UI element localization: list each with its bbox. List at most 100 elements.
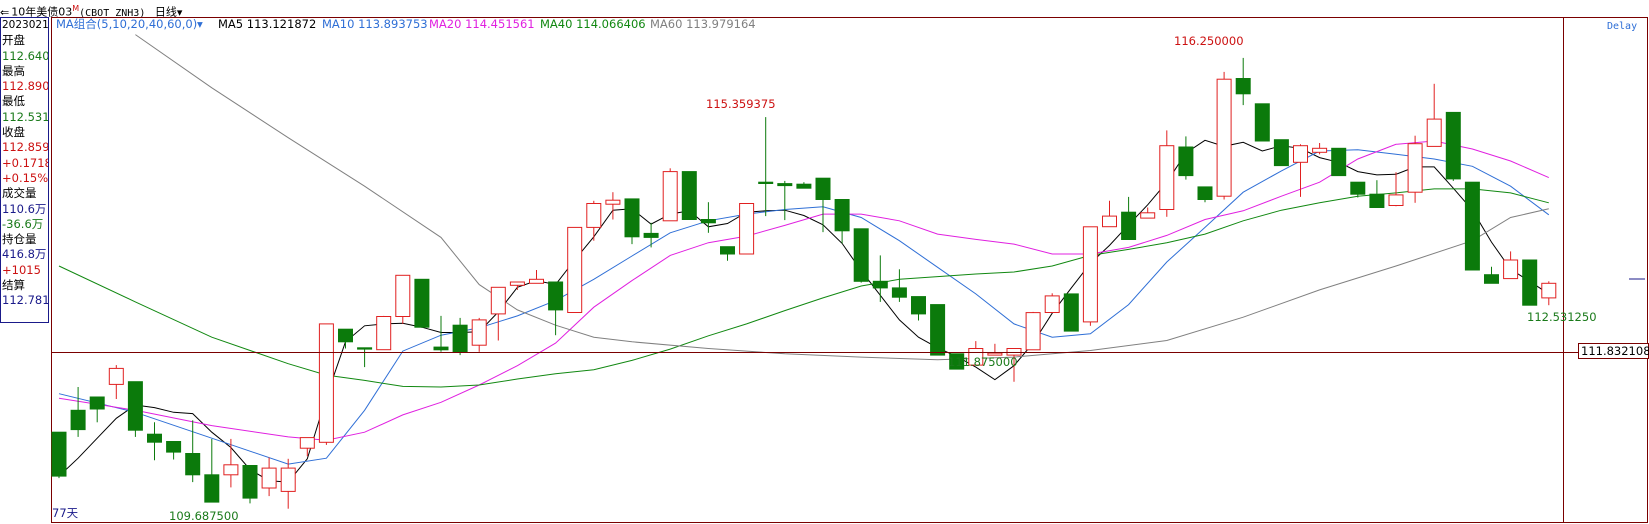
candle-body [1445,111,1461,180]
candle-body [1312,147,1328,153]
candle-body [586,203,602,228]
candle [89,396,105,423]
candle-body [949,353,965,370]
info-value-volume-change: -36.6万 [2,216,44,231]
ma5-line [58,139,1550,483]
candle [338,328,353,349]
candle [777,180,793,221]
candle [1140,207,1156,219]
info-value-oi-change: +1015 [2,262,41,277]
candle [796,182,812,189]
candle-body [127,381,143,431]
info-value-change-pct: +0.15% [2,170,49,185]
candle [166,441,182,460]
candle-body [1178,146,1194,177]
ma10-label: MA10 113.893753 [322,17,428,31]
candle-body [815,177,831,200]
candle [1178,136,1194,180]
ma20-label: MA20 114.451561 [429,17,535,31]
candle-body [185,453,201,476]
candle-body [1484,274,1499,284]
candle-body [1006,348,1022,356]
candle-body [1350,181,1366,195]
candle [185,420,201,483]
candle-body [911,296,926,315]
candle [471,317,487,352]
candle [1464,181,1480,271]
candle [242,465,258,504]
crosshair-price-box [1578,343,1649,359]
candle-body [147,433,162,443]
candle-body [299,437,315,449]
candle-body [1522,259,1538,306]
candle [1044,293,1060,313]
candle [1541,281,1557,306]
candle-body [834,199,850,232]
candle [872,255,888,302]
candle [376,315,392,351]
candle-body [739,203,755,255]
candle-body [1063,293,1079,332]
period-selector[interactable]: 日线 [154,5,177,19]
candle-body [1293,145,1308,163]
annotation-low-1: 109.687500 [169,509,239,523]
candle-body [720,246,735,255]
chevron-down-icon[interactable]: ▾ [176,5,183,19]
candle [1445,111,1461,181]
candle-body [452,324,468,353]
candle-body [643,232,659,238]
candle-body [490,286,506,315]
candle [815,177,831,233]
contract-name[interactable]: 10年美债03 [11,5,73,19]
candle-body [1331,147,1347,177]
candle-body [70,409,86,431]
ma-legend: MA组合(5,10,20,40,60,0) ▾ MA5 113.121872 M… [56,17,756,31]
candle-body [242,465,258,499]
candle [127,381,143,437]
candle [643,222,659,248]
candle [395,274,411,324]
candle [1121,196,1137,240]
candle-body [509,281,525,286]
candle-body [930,304,946,356]
ma-lines [58,34,1550,483]
candle-body [1254,103,1270,142]
candle-body [777,183,793,187]
crosshair-price-label: 111.832108 [1581,344,1649,358]
candle-body [987,352,1003,356]
candle [1522,259,1538,306]
candle [108,365,124,399]
candle-body [261,467,277,489]
candle-body [1407,143,1423,193]
candle [204,438,220,503]
candle [1312,143,1328,155]
back-icon[interactable]: ⇐ [0,5,10,19]
candle-body [872,280,888,289]
annotation-low-3: 112.531250 [1527,310,1597,324]
candle-body [51,431,67,477]
candle [509,281,525,290]
candle-body [758,181,774,184]
candle [1331,147,1347,177]
candle-body [1159,145,1175,210]
candle [261,457,277,497]
ma60-label: MA60 113.979164 [650,17,756,31]
candle [834,199,850,244]
ma-combo-label[interactable]: MA组合(5,10,20,40,60,0) [56,17,197,31]
candle [1159,130,1175,217]
contract-badge: M [72,4,80,13]
candle-body [318,323,334,443]
candle [433,315,449,352]
candle [70,387,86,437]
toolbar: ⇐ 10年美债03M(CBOT ZNH3) 日线▾ [0,0,1649,19]
candle-body [567,226,583,313]
candle-body [471,319,487,346]
candle-body [662,171,678,222]
info-value-settle: 112.781250 [2,293,49,308]
candles [51,57,1557,509]
candle [452,317,468,356]
candle-body [1102,215,1117,228]
candle-body [529,278,544,284]
ma-combo-chevron-icon[interactable]: ▾ [197,17,203,31]
